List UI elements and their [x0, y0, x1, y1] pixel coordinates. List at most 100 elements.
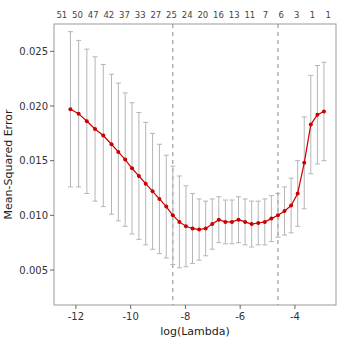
mse-point [237, 218, 241, 222]
x-tick [130, 305, 131, 309]
plot-area [68, 24, 327, 305]
mse-point [315, 113, 319, 117]
y-tick [50, 106, 54, 107]
error-bar [262, 199, 267, 245]
error-bar [143, 122, 148, 244]
mse-point [191, 226, 195, 230]
mse-line [70, 109, 324, 229]
mse-point [144, 182, 148, 186]
mse-point [109, 142, 113, 146]
mse-point [230, 220, 234, 224]
x-tick-label: -6 [235, 311, 245, 322]
x-tick [294, 305, 295, 309]
error-bar [164, 155, 169, 258]
error-bar [302, 117, 307, 209]
mse-point [210, 222, 214, 226]
error-bar [295, 161, 300, 227]
x-tick-label: -12 [68, 311, 84, 322]
mse-point [204, 226, 208, 230]
error-bar [203, 201, 208, 256]
error-bar [157, 144, 162, 253]
x-axis-label: log(Lambda) [160, 325, 230, 338]
mse-point [123, 158, 127, 162]
mse-point [217, 218, 221, 222]
error-bar [269, 196, 274, 242]
mse-point [116, 150, 120, 154]
error-bar [170, 166, 175, 264]
y-tick-label: 0.010 [19, 210, 48, 221]
error-bar [243, 199, 248, 245]
top-label: 13 [229, 10, 240, 20]
top-label: 20 [197, 10, 208, 20]
x-tick [185, 305, 186, 309]
y-tick [50, 270, 54, 271]
error-bar [289, 178, 294, 233]
top-label: 27 [150, 10, 161, 20]
y-tick [50, 160, 54, 161]
mse-point [77, 112, 81, 116]
top-label: 25 [166, 10, 177, 20]
top-label: 47 [88, 10, 99, 20]
top-label: 1 [325, 10, 330, 20]
error-bar [229, 200, 234, 244]
error-bar [136, 113, 141, 240]
y-tick-label: 0.015 [19, 155, 48, 166]
y-tick [50, 215, 54, 216]
x-tick-label: -10 [122, 311, 138, 322]
top-label: 50 [72, 10, 83, 20]
error-bar [93, 57, 98, 201]
chart: -12-10-8-6-40.0050.0100.0150.0200.025515… [0, 0, 348, 343]
error-bar [315, 66, 320, 164]
mse-point [151, 189, 155, 193]
mse-point [322, 109, 326, 113]
mse-point [184, 224, 188, 228]
mse-point [269, 217, 273, 221]
error-bar [197, 199, 202, 260]
error-bar [216, 197, 221, 243]
error-bar [223, 200, 228, 244]
top-label: 42 [103, 10, 114, 20]
mse-point [309, 123, 313, 127]
error-bar [123, 93, 128, 226]
mse-point [276, 213, 280, 217]
mse-point [302, 161, 306, 165]
mse-point [283, 209, 287, 213]
mse-point [223, 220, 227, 224]
error-bar [190, 193, 195, 263]
error-bar [282, 187, 287, 235]
mse-point [164, 205, 168, 209]
error-bar [84, 49, 89, 193]
mse-point [171, 213, 175, 217]
error-bar [275, 193, 280, 237]
top-label: 16 [213, 10, 224, 20]
mse-point [256, 221, 260, 225]
mse-point [137, 174, 141, 178]
mse-point [197, 228, 201, 232]
x-tick [75, 305, 76, 309]
mse-point [68, 107, 72, 111]
mse-point [289, 204, 293, 208]
error-bar [210, 199, 215, 249]
error-bar [249, 201, 254, 247]
top-label: 7 [263, 10, 268, 20]
error-bar [76, 40, 81, 187]
error-bar [177, 176, 182, 268]
mse-point [296, 191, 300, 195]
x-tick-label: -8 [180, 311, 190, 322]
y-tick-label: 0.025 [19, 46, 48, 57]
top-label: 51 [56, 10, 67, 20]
mse-point [85, 119, 89, 123]
error-bar [116, 83, 121, 221]
top-label: 33 [135, 10, 146, 20]
top-label: 1 [310, 10, 315, 20]
y-axis-label: Mean-Squared Error [2, 109, 15, 219]
x-tick-label: -4 [290, 311, 300, 322]
top-label: 11 [244, 10, 255, 20]
error-bar [236, 197, 241, 243]
top-label: 24 [182, 10, 193, 20]
top-label: 3 [294, 10, 299, 20]
error-bar [130, 103, 135, 234]
mse-point [250, 222, 254, 226]
error-bar [101, 64, 106, 206]
mse-point [130, 166, 134, 170]
